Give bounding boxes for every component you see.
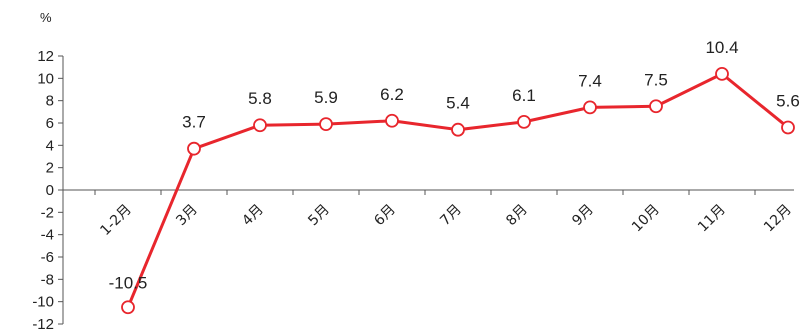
data-label: 3.7 [182, 113, 206, 132]
data-point [451, 122, 465, 137]
data-label: 7.5 [644, 70, 668, 89]
data-points [121, 66, 795, 315]
x-tick-label: 4月 [239, 202, 267, 230]
y-tick-label: 0 [46, 182, 54, 199]
data-point [517, 114, 531, 129]
data-point [715, 66, 729, 81]
data-point [781, 120, 795, 135]
data-label: 5.9 [314, 88, 338, 107]
x-tick-label: 3月 [173, 202, 201, 230]
y-tick-label: -2 [41, 204, 54, 221]
data-label: 5.8 [248, 89, 272, 108]
y-tick-label: 10 [37, 70, 54, 87]
y-tick-label: 8 [46, 93, 54, 110]
x-tick-label: 5月 [305, 202, 333, 230]
x-tick-label: 11月 [695, 202, 729, 236]
x-tick-label: 9月 [569, 202, 597, 230]
data-point [583, 100, 597, 115]
y-tick-label: -12 [32, 316, 54, 333]
data-label: 10.4 [705, 38, 738, 57]
data-labels: -10.5 3.7 5.8 5.9 6.2 5.4 6.1 7.4 7.5 10.4 5.6 [109, 38, 800, 292]
data-label: 5.6 [776, 91, 800, 110]
y-tick-label: -8 [41, 271, 54, 288]
x-tick-label: 10月 [629, 202, 663, 236]
data-point [121, 300, 135, 315]
x-tick-label: 7月 [437, 202, 465, 230]
y-axis-unit: % [40, 10, 52, 25]
data-point [385, 113, 399, 128]
y-tick-label: 6 [46, 115, 54, 132]
y-tick-label: -4 [41, 227, 54, 244]
y-tick-label: 4 [46, 137, 54, 154]
x-tick-label: 12月 [761, 202, 795, 236]
y-tick-label: 12 [37, 48, 54, 65]
data-label: 6.1 [512, 86, 536, 105]
data-point [319, 117, 333, 132]
data-point [253, 118, 267, 133]
data-label: 5.4 [446, 94, 470, 113]
y-tick-label: -6 [41, 249, 54, 266]
data-point [649, 99, 663, 114]
data-label: 7.4 [578, 71, 602, 90]
y-tick-label: -10 [32, 294, 54, 311]
data-label: -10.5 [109, 273, 148, 292]
y-axis: 12 10 8 6 4 2 0 -2 -4 -6 -8 -10 -12 [32, 48, 64, 333]
data-point [187, 141, 201, 156]
y-tick-label: 2 [46, 160, 54, 177]
x-tick-label: 6月 [371, 202, 399, 230]
data-label: 6.2 [380, 85, 404, 104]
x-tick-label: 8月 [503, 202, 531, 230]
x-tick-label: 1-2月 [97, 202, 134, 239]
